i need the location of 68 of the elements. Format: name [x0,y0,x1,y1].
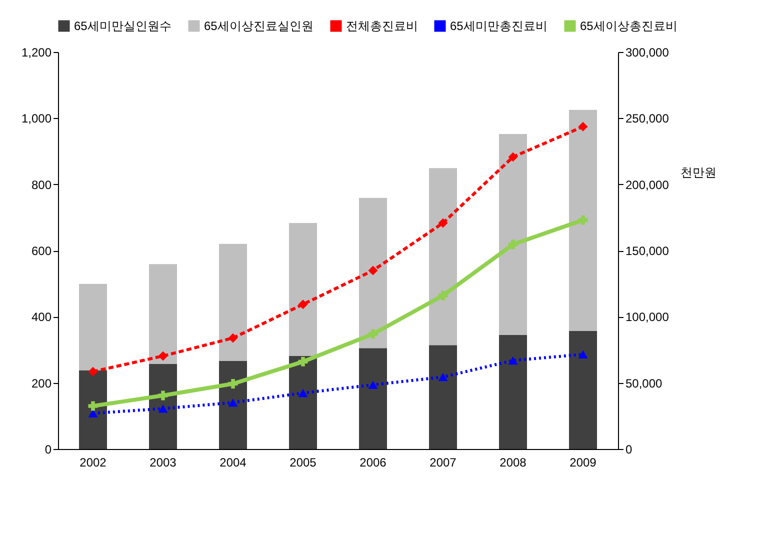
x-tick-label: 2002 [80,456,107,470]
point [298,356,308,366]
point [158,390,168,400]
bar [359,198,387,348]
bar [499,134,527,335]
y-tick-label: 0 [44,442,52,456]
point [158,351,168,361]
point [578,350,588,358]
legend-label: 65세이상진료실인원 [204,19,314,33]
point [88,401,98,411]
bar [79,284,107,370]
point [438,218,448,228]
x-tick-label: 2005 [290,456,317,470]
legend-label: 65세미만총진료비 [450,19,548,33]
point [88,409,98,418]
y-tick-label: 1,200 [21,46,52,60]
y2-tick-label: 50,000 [626,376,663,390]
bar [219,244,247,361]
bar [429,345,457,449]
y2-tick-label: 250,000 [626,112,670,126]
point [508,356,518,365]
point [298,388,308,398]
y-tick-label: 400 [31,310,52,324]
point [508,240,518,250]
bar [569,110,597,331]
y-tick-label: 800 [31,178,52,192]
bar [499,334,527,449]
y-tick-label: 600 [31,244,52,258]
bar [429,168,457,346]
point [228,333,238,343]
bar [149,264,177,364]
point [228,379,238,389]
point [368,380,378,389]
point [578,215,588,225]
bar [219,361,247,449]
bar [79,370,107,449]
x-tick-label: 2009 [570,456,597,470]
legend-label: 전체총진료비 [346,19,418,33]
y2-tick-label: 200,000 [626,178,670,192]
point [228,398,238,407]
bar [149,364,177,449]
x-tick-label: 2008 [500,456,527,470]
y2-tick-label: 150,000 [626,244,670,258]
bar [289,223,317,356]
point [578,122,588,132]
point [158,404,168,413]
point [508,152,518,162]
bar [359,348,387,449]
y-tick-label: 200 [31,376,52,390]
point [438,290,448,300]
legend-label: 65세미만실인원수 [74,19,172,33]
y2-tick-label: 100,000 [626,310,670,324]
x-tick-label: 2006 [360,456,387,470]
point [438,372,448,382]
x-tick-label: 2003 [150,456,177,470]
legend-label: 65세이상총진료비 [580,19,678,33]
bar [569,330,597,449]
point [88,366,98,376]
point [368,329,378,339]
bar [289,356,317,449]
y-tick-label: 1,000 [21,112,52,126]
point [368,266,378,276]
point [298,300,308,310]
x-tick-label: 2007 [430,456,457,470]
x-tick-label: 2004 [220,456,247,470]
y2-tick-label: 0 [626,442,632,456]
y2-axis-title: 천만원 [680,166,716,180]
y2-tick-label: 300,000 [626,46,670,60]
